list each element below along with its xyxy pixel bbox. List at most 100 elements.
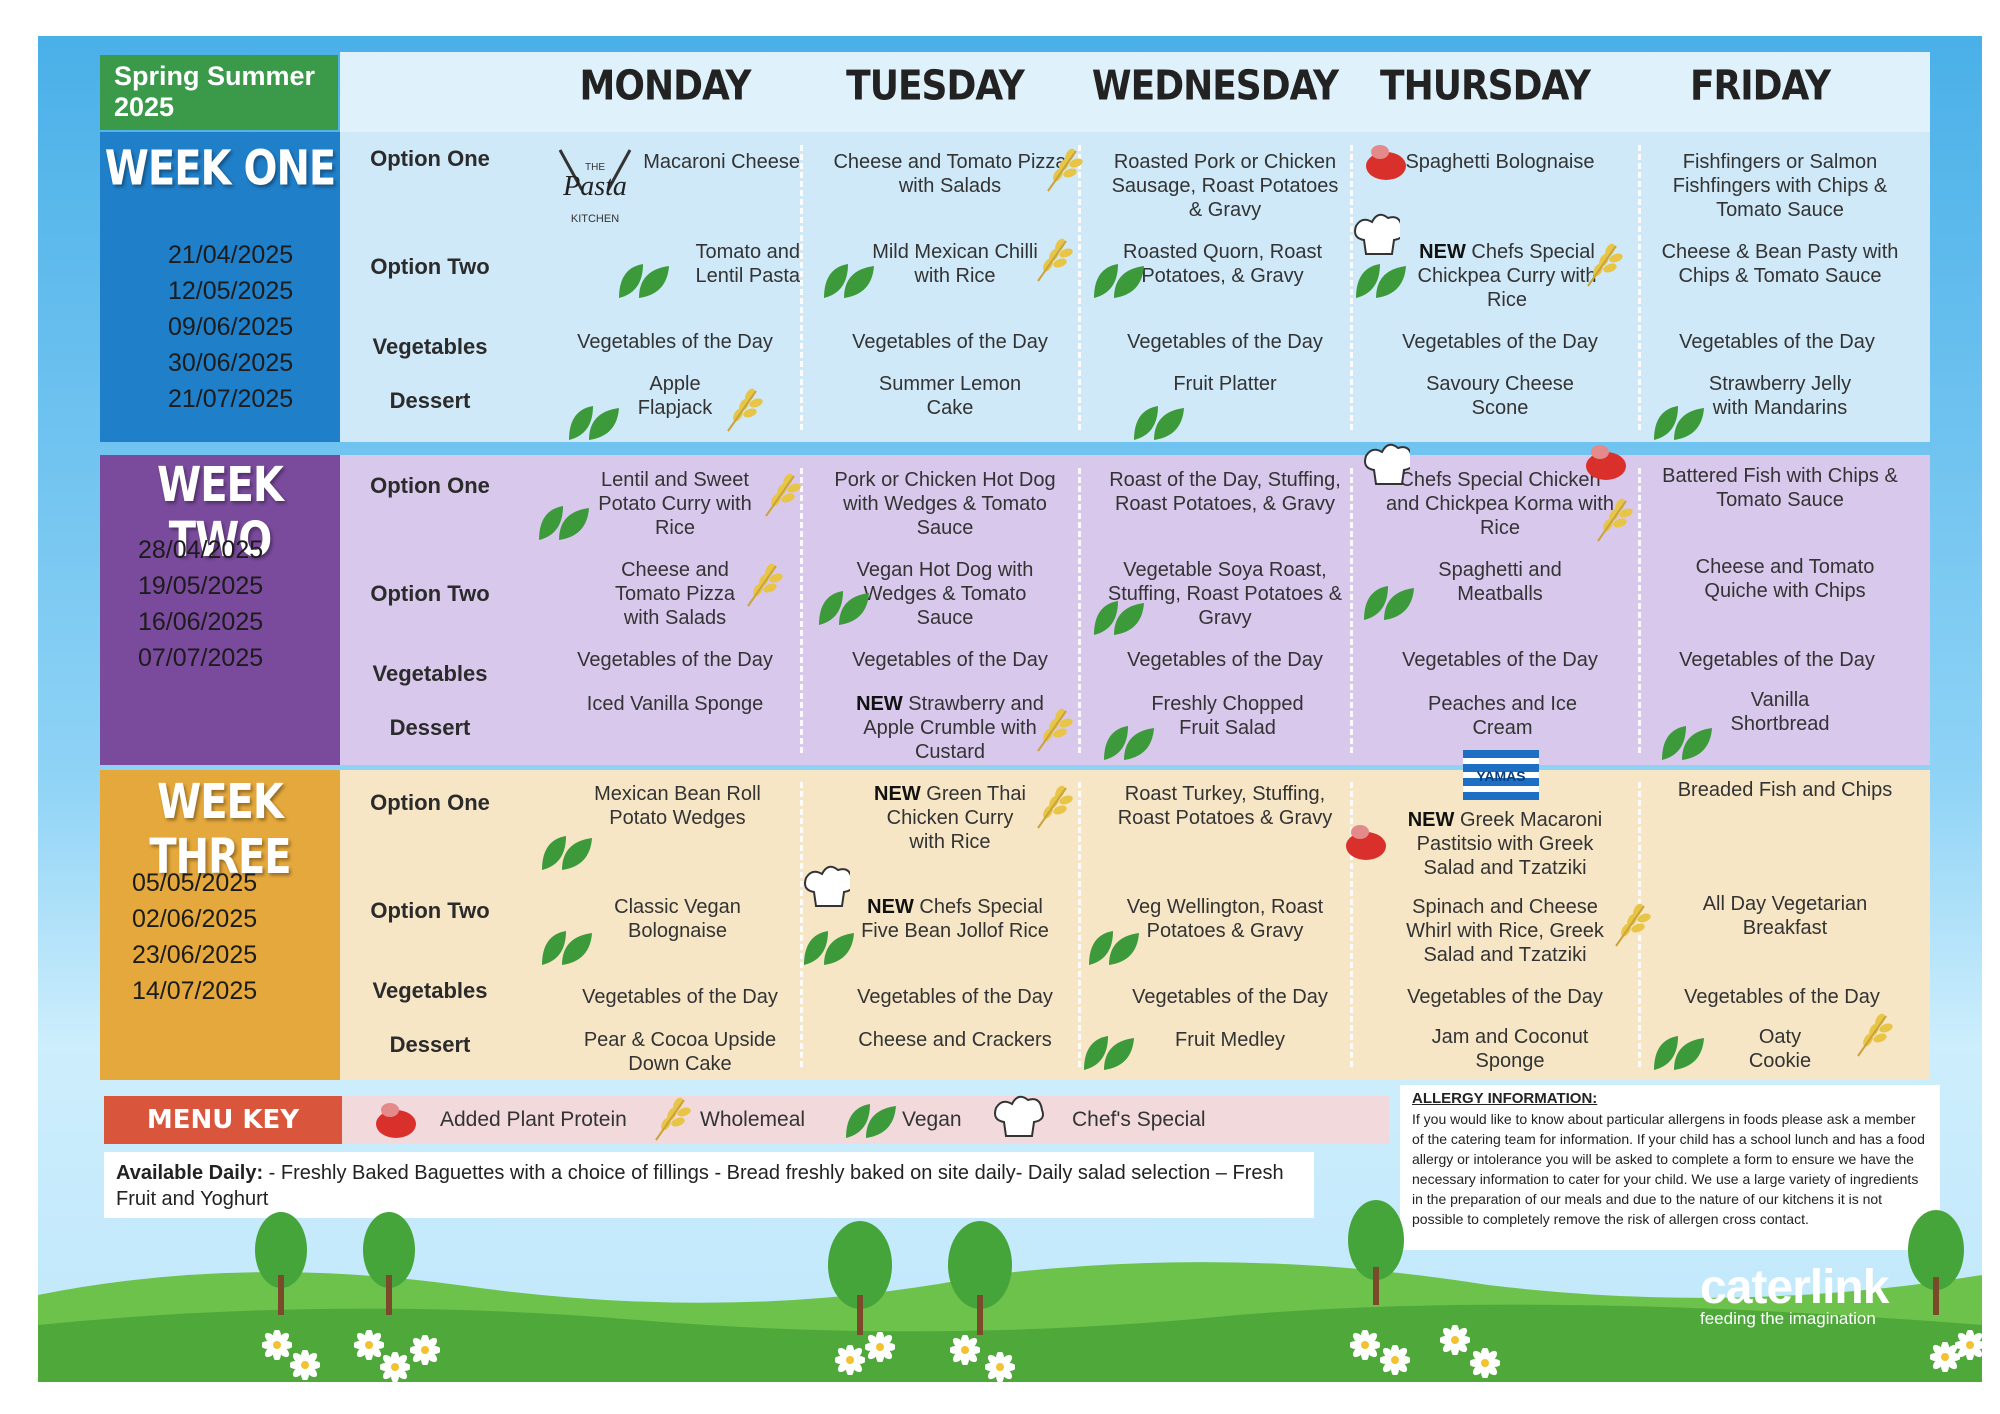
tree-illustration xyxy=(828,1221,892,1335)
menu-cell: Vegetables of the Day xyxy=(1407,986,1603,1008)
date: 30/06/2025 xyxy=(168,349,294,377)
chef-hat-icon xyxy=(1364,443,1410,485)
date: 12/05/2025 xyxy=(168,277,294,305)
daisy-icon xyxy=(1470,1348,1500,1378)
menu-cell: Oaty Cookie xyxy=(1748,1026,1812,1072)
menu-cell: Vegetables of the Day xyxy=(577,649,773,671)
menu-cell: Mexican Bean Roll Potato Wedges xyxy=(594,783,761,829)
key-added-plant-protein: Added Plant Protein xyxy=(440,1108,627,1131)
menu-cell: Tomato and Lentil Pasta xyxy=(695,241,800,287)
day-thursday: THURSDAY xyxy=(1380,62,1591,111)
caterlink-logo: caterlink feeding the imagination xyxy=(1700,1260,1889,1329)
menu-cell: Veg Wellington, Roast Potatoes & Gravy xyxy=(1126,896,1324,942)
menu-cell: NEW Chefs Special Chickpea Curry with Ri… xyxy=(1417,241,1597,311)
column-divider xyxy=(1350,782,1353,1067)
week-three-band xyxy=(340,770,1930,1080)
vegan-leaf-icon xyxy=(1654,406,1704,440)
date: 14/07/2025 xyxy=(132,977,258,1005)
menu-cell: Vegetables of the Day xyxy=(582,986,778,1008)
menu-cell: Vegetables of the Day xyxy=(1684,986,1880,1008)
menu-cell: Peaches and Ice Cream xyxy=(1428,693,1577,739)
greek-flag-icon: YAMAS xyxy=(1463,750,1539,800)
menu-cell: Fruit Medley xyxy=(1174,1029,1286,1051)
week-one-title: WEEK ONE xyxy=(104,141,337,197)
column-divider xyxy=(1638,468,1641,753)
menu-cell: Vegetables of the Day xyxy=(852,649,1048,671)
vegan-leaf-icon xyxy=(539,506,589,540)
column-divider xyxy=(1078,782,1081,1067)
season-label: Spring Summer 2025 xyxy=(100,55,338,130)
menu-cell: Freshly Chopped Fruit Salad xyxy=(1151,693,1304,739)
wheat-icon xyxy=(1037,785,1073,829)
vegan-leaf-icon xyxy=(804,931,854,965)
wheat-icon xyxy=(655,1097,691,1141)
menu-cell: Vegetables of the Day xyxy=(1402,331,1598,353)
day-tuesday: TUESDAY xyxy=(846,62,1025,111)
vegan-leaf-icon xyxy=(1134,406,1184,440)
daisy-icon xyxy=(290,1350,320,1380)
logo-text: Pasta xyxy=(562,171,627,202)
vegan-leaf-icon xyxy=(1662,726,1712,760)
row-label-vegetables: Vegetables xyxy=(372,978,488,1003)
daisy-icon xyxy=(1380,1345,1410,1375)
vegan-leaf-icon xyxy=(1089,931,1139,965)
week-two-label: WEEK TWO 28/04/2025 19/05/2025 16/06/202… xyxy=(100,455,340,765)
menu-cell: Vanilla Shortbread xyxy=(1730,689,1830,735)
menu-cell: Vegetables of the Day xyxy=(1127,649,1323,671)
column-divider xyxy=(1078,145,1081,430)
key-wholemeal: Wholemeal xyxy=(700,1108,806,1131)
menu-cell: Roasted Quorn, Roast Potatoes, & Gravy xyxy=(1123,241,1322,287)
wheat-icon xyxy=(1037,708,1073,752)
pasta-kitchen-logo: THE Pasta KITCHEN xyxy=(558,149,632,225)
wheat-icon xyxy=(1587,243,1623,287)
row-label-option-two: Option Two xyxy=(370,898,490,923)
menu-cell: Battered Fish with Chips & Tomato Sauce xyxy=(1662,465,1898,511)
menu-cell: Lentil and Sweet Potato Curry with Rice xyxy=(598,469,752,539)
wheat-icon xyxy=(1857,1013,1893,1057)
menu-key-label: MENU KEY xyxy=(104,1096,342,1144)
menu-cell: Strawberry Jelly with Mandarins xyxy=(1708,373,1852,419)
row-label-vegetables: Vegetables xyxy=(372,661,488,686)
menu-cell: Classic Vegan Bolognaise xyxy=(614,896,741,942)
tree-illustration xyxy=(255,1212,307,1315)
tree-illustration xyxy=(363,1212,415,1315)
vegan-leaf-icon xyxy=(1364,586,1414,620)
chef-hat-icon xyxy=(804,865,850,907)
date: 23/06/2025 xyxy=(132,941,258,969)
menu-cell: Vegetables of the Day xyxy=(577,331,773,353)
column-divider xyxy=(800,782,803,1067)
vegan-leaf-icon xyxy=(542,931,592,965)
plant-protein-icon xyxy=(376,1103,416,1138)
menu-cell: Roasted Pork or Chicken Sausage, Roast P… xyxy=(1111,151,1339,221)
column-divider xyxy=(1638,145,1641,430)
menu-cell: Cheese and Tomato Quiche with Chips xyxy=(1695,556,1875,602)
menu-cell: Spinach and Cheese Whirl with Rice, Gree… xyxy=(1406,896,1604,966)
daisy-icon xyxy=(865,1332,895,1362)
date: 21/07/2025 xyxy=(168,385,294,413)
menu-cell: Apple Flapjack xyxy=(637,373,713,419)
menu-cell: Macaroni Cheese xyxy=(643,151,800,173)
row-label-dessert: Dessert xyxy=(389,715,471,740)
wheat-icon xyxy=(1037,238,1073,282)
date: 28/04/2025 xyxy=(138,536,264,564)
menu-cell: Vegetables of the Day xyxy=(852,331,1048,353)
daisy-icon xyxy=(1440,1325,1470,1355)
daisy-icon xyxy=(950,1335,980,1365)
menu-cell: Mild Mexican Chilli with Rice xyxy=(872,241,1038,287)
key-chefs-special: Chef's Special xyxy=(1072,1108,1206,1131)
menu-cell: Jam and Coconut Sponge xyxy=(1431,1026,1589,1072)
menu-cell: Cheese and Crackers xyxy=(858,1029,1052,1051)
plant-protein-icon xyxy=(1586,445,1626,480)
date: 19/05/2025 xyxy=(138,572,264,600)
allergy-info-box: ALLERGY INFORMATION: If you would like t… xyxy=(1400,1085,1940,1250)
allergy-heading: ALLERGY INFORMATION: xyxy=(1412,1090,1598,1107)
menu-cell: Vegetables of the Day xyxy=(1679,649,1875,671)
menu-cell: Fishfingers or Salmon Fishfingers with C… xyxy=(1672,151,1888,221)
row-label-dessert: Dessert xyxy=(389,1032,471,1057)
days-header xyxy=(340,52,1930,132)
day-monday: MONDAY xyxy=(579,62,752,111)
column-divider xyxy=(1350,468,1353,753)
row-label-dessert: Dessert xyxy=(389,388,471,413)
column-divider xyxy=(800,145,803,430)
daisy-icon xyxy=(410,1335,440,1365)
